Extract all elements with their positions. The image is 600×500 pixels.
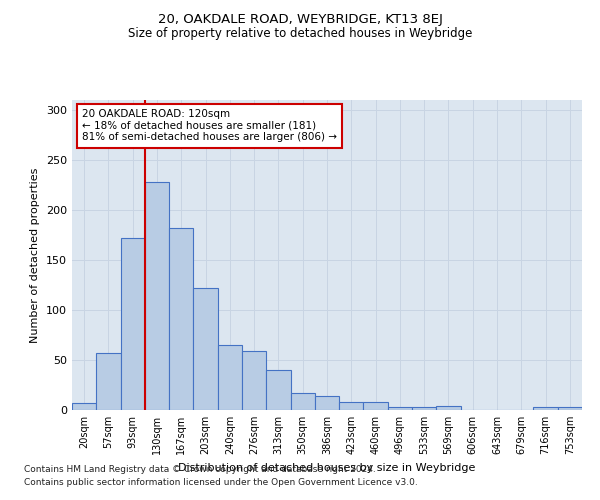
Text: 20 OAKDALE ROAD: 120sqm
← 18% of detached houses are smaller (181)
81% of semi-d: 20 OAKDALE ROAD: 120sqm ← 18% of detache… bbox=[82, 110, 337, 142]
Bar bbox=[169, 228, 193, 410]
Y-axis label: Number of detached properties: Number of detached properties bbox=[31, 168, 40, 342]
Bar bbox=[96, 353, 121, 410]
Bar bbox=[364, 402, 388, 410]
Bar bbox=[266, 370, 290, 410]
Bar bbox=[145, 182, 169, 410]
X-axis label: Distribution of detached houses by size in Weybridge: Distribution of detached houses by size … bbox=[178, 462, 476, 472]
Bar bbox=[242, 351, 266, 410]
Bar bbox=[315, 396, 339, 410]
Bar bbox=[218, 345, 242, 410]
Text: Contains HM Land Registry data © Crown copyright and database right 2024.: Contains HM Land Registry data © Crown c… bbox=[24, 466, 376, 474]
Bar bbox=[412, 407, 436, 410]
Bar bbox=[388, 407, 412, 410]
Text: Contains public sector information licensed under the Open Government Licence v3: Contains public sector information licen… bbox=[24, 478, 418, 487]
Text: Size of property relative to detached houses in Weybridge: Size of property relative to detached ho… bbox=[128, 28, 472, 40]
Bar bbox=[436, 406, 461, 410]
Text: 20, OAKDALE ROAD, WEYBRIDGE, KT13 8EJ: 20, OAKDALE ROAD, WEYBRIDGE, KT13 8EJ bbox=[158, 12, 442, 26]
Bar bbox=[533, 407, 558, 410]
Bar bbox=[72, 403, 96, 410]
Bar bbox=[290, 393, 315, 410]
Bar bbox=[121, 238, 145, 410]
Bar bbox=[193, 288, 218, 410]
Bar bbox=[339, 402, 364, 410]
Bar bbox=[558, 407, 582, 410]
